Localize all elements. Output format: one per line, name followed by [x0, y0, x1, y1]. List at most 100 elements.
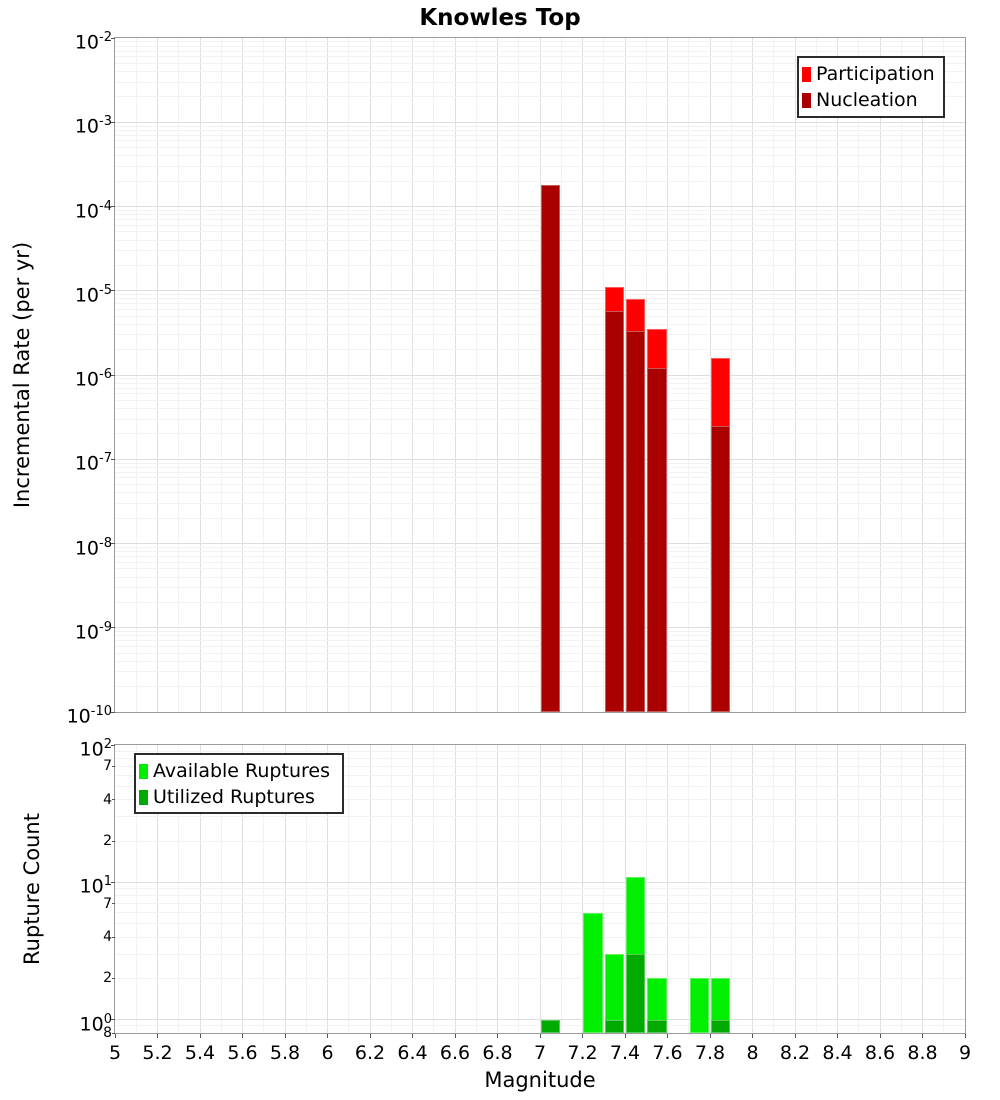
gridline — [115, 551, 965, 553]
utilized-ruptures-swatch — [139, 789, 148, 805]
y-tick-mark — [111, 881, 115, 883]
x-tick-mark — [157, 1034, 158, 1038]
y-minor-tick-label: 4 — [103, 929, 112, 945]
gridline — [115, 543, 965, 544]
gridline — [115, 1019, 965, 1021]
participation-swatch — [802, 66, 811, 82]
gridline — [115, 627, 965, 629]
gridline — [115, 502, 965, 504]
gridline — [115, 50, 965, 52]
y-tick-label: 10-10 — [66, 704, 112, 728]
y-tick-mark — [112, 1032, 115, 1034]
gridline — [115, 640, 965, 642]
gridline — [115, 660, 965, 662]
x-tick-label: 8.2 — [779, 1042, 811, 1064]
gridline — [115, 631, 965, 633]
y-tick-label: 10-6 — [74, 367, 112, 391]
gridline — [115, 561, 965, 563]
y-tick-label: 102 — [79, 737, 112, 761]
y-minor-tick-label: 7 — [103, 895, 112, 912]
chart-title: Knowles Top — [419, 5, 581, 31]
gridline — [115, 977, 965, 979]
available-ruptures-bar — [583, 912, 603, 1033]
gridline — [115, 374, 965, 376]
gridline — [115, 96, 965, 98]
utilized-ruptures-bar — [647, 1019, 667, 1033]
gridline — [115, 484, 965, 486]
gridline — [115, 239, 965, 241]
gridline — [115, 41, 965, 43]
x-tick-label: 5.4 — [184, 1042, 216, 1064]
gridline — [115, 888, 965, 890]
y-tick-label: 10-9 — [74, 619, 112, 644]
gridline — [115, 912, 965, 914]
x-tick-label: 7.8 — [694, 1042, 726, 1064]
gridline — [115, 81, 965, 83]
x-tick-mark — [879, 1034, 881, 1038]
y-tick-mark — [112, 765, 115, 767]
gridline — [115, 393, 965, 395]
gridline — [115, 757, 965, 759]
x-tick-label: 6.6 — [439, 1042, 471, 1064]
gridline — [115, 587, 965, 589]
y-tick-mark — [111, 290, 115, 292]
nucleation-bar — [647, 368, 667, 712]
x-tick-mark — [284, 1034, 286, 1038]
gridline — [115, 936, 965, 938]
x-tick-label: 5.6 — [227, 1042, 258, 1064]
gridline — [115, 334, 965, 336]
gridline — [115, 671, 965, 673]
x-tick-mark — [752, 1034, 753, 1038]
x-tick-label: 6.8 — [482, 1042, 513, 1064]
utilized-ruptures-bar — [540, 1019, 561, 1033]
x-tick-mark — [709, 1034, 711, 1038]
y-tick-label: 10-3 — [74, 114, 112, 138]
gridline — [115, 785, 965, 787]
gridline — [115, 231, 965, 233]
x-tick-mark — [497, 1034, 498, 1038]
legend-row: Utilized Ruptures — [139, 784, 336, 810]
x-tick-mark — [582, 1034, 583, 1038]
gridline — [115, 774, 965, 776]
y-minor-tick-label: 2 — [103, 833, 112, 849]
gridline — [115, 517, 965, 519]
y-tick-label: 10-7 — [74, 451, 112, 475]
gridline — [115, 264, 965, 266]
y-minor-tick-label: 4 — [103, 791, 112, 808]
gridline — [115, 382, 965, 384]
rate-legend: Participation Nucleation — [797, 56, 945, 118]
gridline — [115, 323, 965, 325]
gridline — [115, 635, 965, 637]
count-legend: Available Ruptures Utilized Ruptures — [134, 753, 344, 814]
y-tick-mark — [111, 543, 115, 544]
nucleation-bar — [540, 184, 561, 712]
x-tick-mark — [454, 1034, 456, 1038]
y-tick-label: 10-2 — [74, 30, 112, 54]
y-tick-mark — [111, 458, 115, 460]
nucleation-legend-label: Nucleation — [816, 89, 918, 111]
gridline — [115, 686, 965, 688]
utilized-ruptures-bar — [604, 1019, 625, 1033]
x-tick-label: 8.8 — [907, 1042, 938, 1064]
y-tick-mark — [112, 936, 115, 938]
gridline — [115, 315, 965, 317]
x-tick-mark — [114, 1034, 116, 1038]
available-ruptures-bar — [710, 978, 731, 1033]
x-tick-label: 7.6 — [652, 1042, 683, 1064]
x-tick-label: 6 — [321, 1042, 334, 1064]
gridline — [115, 378, 965, 380]
available-ruptures-bar — [647, 978, 667, 1033]
nucleation-swatch — [802, 92, 811, 108]
gridline — [115, 953, 965, 955]
gridline — [115, 250, 965, 252]
y-tick-label: 10-5 — [74, 282, 112, 307]
gridline — [115, 224, 965, 226]
x-tick-label: 6.4 — [397, 1042, 428, 1064]
gridline — [115, 418, 965, 420]
y-tick-mark — [111, 374, 115, 376]
gridline — [115, 546, 965, 548]
gridline — [115, 458, 965, 460]
gridline — [115, 165, 965, 167]
x-tick-label: 7 — [533, 1042, 547, 1064]
gridline — [115, 433, 965, 435]
